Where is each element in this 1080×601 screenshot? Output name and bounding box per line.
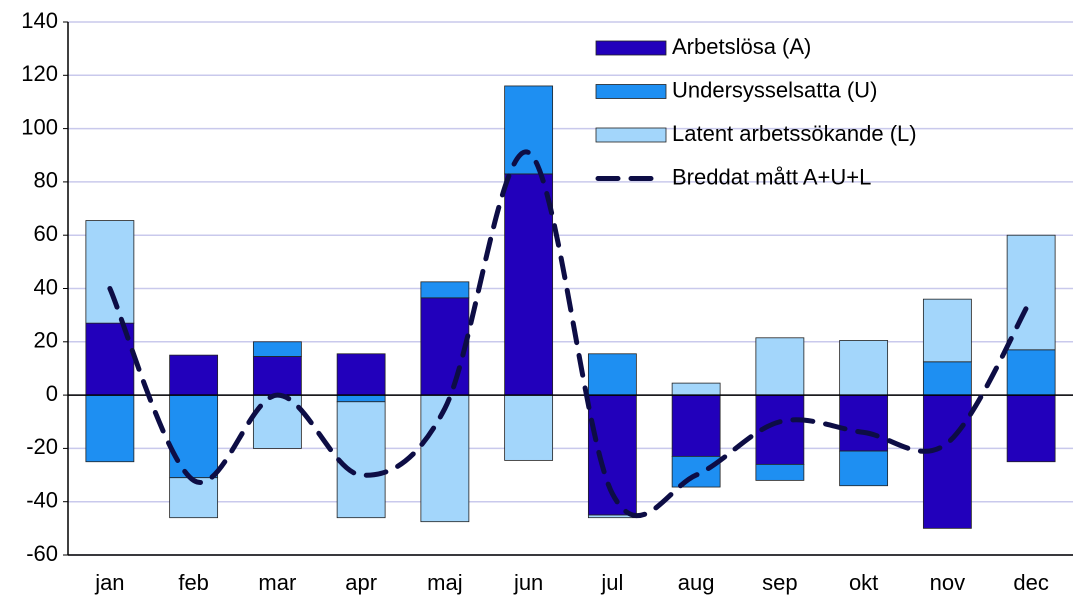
y-tick-label: 80	[34, 168, 58, 193]
bar-segment	[839, 450, 889, 487]
bar-segment	[1006, 394, 1056, 463]
bar-segment	[336, 394, 386, 403]
legend-label: Breddat mått A+U+L	[672, 164, 871, 189]
x-tick-label: aug	[678, 570, 715, 595]
bar-segment	[504, 394, 554, 461]
x-tick-label: apr	[345, 570, 377, 595]
bar-segment	[169, 354, 219, 396]
bar-segment	[922, 394, 972, 529]
y-tick-label: -40	[26, 488, 58, 513]
y-tick-label: 20	[34, 328, 58, 353]
bar-segment	[169, 477, 219, 519]
bar-segment	[252, 356, 302, 396]
bar-segment	[252, 394, 302, 449]
bar-segment	[671, 382, 721, 396]
y-tick-label: 60	[34, 221, 58, 246]
y-tick-label: -20	[26, 434, 58, 459]
bar-segment	[839, 394, 889, 452]
bar-segment	[755, 337, 805, 396]
x-tick-label: dec	[1013, 570, 1048, 595]
bar-segment	[922, 298, 972, 363]
x-tick-label: feb	[178, 570, 209, 595]
bar-segment	[420, 394, 470, 523]
bar-segment	[671, 455, 721, 488]
bar-segment	[420, 281, 470, 299]
bar-segment	[587, 353, 637, 396]
y-tick-label: 40	[34, 274, 58, 299]
bar-segment	[169, 394, 219, 479]
y-tick-label: 140	[21, 8, 58, 33]
x-tick-label: jan	[94, 570, 124, 595]
x-tick-label: sep	[762, 570, 797, 595]
bar-segment	[1006, 234, 1056, 351]
bar-segment	[504, 173, 554, 396]
x-tick-label: maj	[427, 570, 462, 595]
x-tick-label: mar	[258, 570, 296, 595]
x-tick-label: okt	[849, 570, 878, 595]
line-series	[107, 149, 1034, 519]
bar-segment	[336, 401, 386, 519]
legend-swatch	[595, 40, 667, 56]
legend-swatch	[595, 127, 667, 143]
bar-segment	[504, 85, 554, 175]
x-tick-label: jun	[513, 570, 543, 595]
x-tick-label: nov	[930, 570, 965, 595]
legend-label: Latent arbetssökande (L)	[672, 121, 917, 146]
bar-segment	[671, 394, 721, 457]
bar-segment	[85, 394, 135, 463]
legend-label: Arbetslösa (A)	[672, 34, 811, 59]
bar-segment	[922, 361, 972, 396]
bar-segment	[420, 297, 470, 396]
legend-label: Undersysselsatta (U)	[672, 77, 877, 102]
y-tick-label: 0	[46, 381, 58, 406]
y-tick-label: -60	[26, 541, 58, 566]
bar-segment	[1006, 349, 1056, 396]
legend-swatch	[595, 84, 667, 99]
x-tick-label: jul	[600, 570, 623, 595]
bar-segment	[336, 353, 386, 396]
bar-segment	[839, 340, 889, 396]
y-tick-label: 100	[21, 114, 58, 139]
y-tick-label: 120	[21, 61, 58, 86]
bar-segment	[85, 220, 135, 324]
bar-segment	[755, 463, 805, 481]
bar-segment	[252, 341, 302, 357]
